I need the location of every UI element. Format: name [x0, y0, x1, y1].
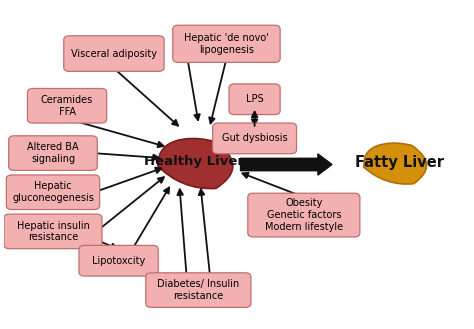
Text: Obesity
Genetic factors
Modern lifestyle: Obesity Genetic factors Modern lifestyle	[265, 198, 343, 232]
Text: Healthy Liver: Healthy Liver	[144, 155, 244, 168]
FancyBboxPatch shape	[213, 123, 297, 154]
Text: Altered BA
signaling: Altered BA signaling	[27, 142, 79, 164]
Text: Hepatic
gluconeogenesis: Hepatic gluconeogenesis	[12, 181, 94, 203]
FancyBboxPatch shape	[27, 89, 107, 123]
FancyBboxPatch shape	[9, 136, 97, 170]
FancyBboxPatch shape	[173, 25, 280, 63]
FancyBboxPatch shape	[229, 84, 280, 114]
Text: LPS: LPS	[246, 94, 264, 104]
FancyBboxPatch shape	[6, 175, 100, 210]
Text: Ceramides
FFA: Ceramides FFA	[41, 95, 93, 116]
Text: Lipotoxcity: Lipotoxcity	[92, 256, 145, 266]
Text: Hepatic insulin
resistance: Hepatic insulin resistance	[17, 220, 90, 242]
FancyBboxPatch shape	[146, 273, 251, 307]
Text: Diabetes/ Insulin
resistance: Diabetes/ Insulin resistance	[157, 279, 239, 301]
PathPatch shape	[364, 143, 427, 184]
Text: Gut dysbiosis: Gut dysbiosis	[222, 133, 287, 143]
Text: Visceral adiposity: Visceral adiposity	[71, 49, 157, 59]
FancyArrow shape	[240, 154, 332, 175]
PathPatch shape	[158, 139, 233, 189]
FancyBboxPatch shape	[64, 36, 164, 71]
FancyBboxPatch shape	[4, 214, 102, 249]
Text: Fatty Liver: Fatty Liver	[356, 155, 445, 170]
FancyBboxPatch shape	[79, 245, 158, 276]
FancyBboxPatch shape	[248, 193, 360, 237]
Text: Hepatic 'de novo'
lipogenesis: Hepatic 'de novo' lipogenesis	[184, 33, 269, 55]
